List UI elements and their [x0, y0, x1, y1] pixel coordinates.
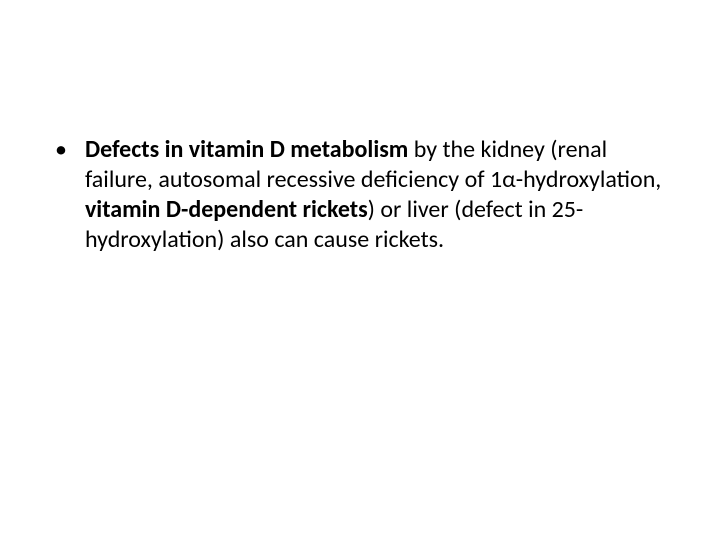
text-bold-1: Defects in vitamin D metabolism — [85, 135, 408, 164]
bullet-item: • Defects in vitamin D metabolism by the… — [55, 135, 665, 255]
bullet-text: Defects in vitamin D metabolism by the k… — [85, 135, 665, 255]
slide-content: • Defects in vitamin D metabolism by the… — [0, 0, 720, 255]
text-bold-2: vitamin D-dependent rickets — [85, 195, 368, 224]
bullet-marker: • — [55, 135, 67, 165]
